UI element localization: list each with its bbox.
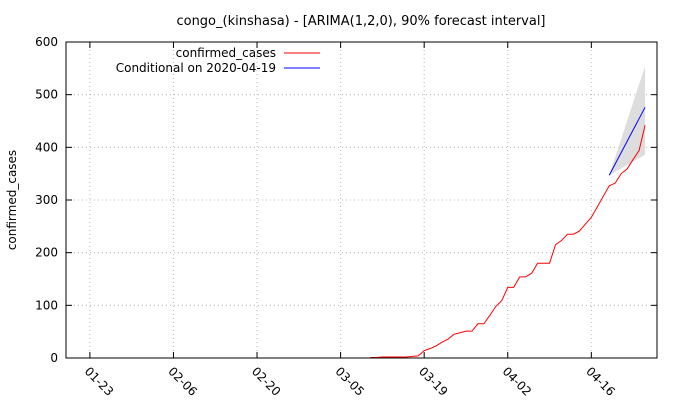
y-axis-label: confirmed_cases xyxy=(5,150,19,250)
confirmed-cases-line xyxy=(370,125,646,358)
axis-ticks: 0 100 200 300 400 500 600 01-23 02-06 02-20 03-05 0… xyxy=(35,35,657,399)
x-tick-label: 01-23 xyxy=(82,364,117,399)
legend-label: Conditional on 2020-04-19 xyxy=(116,61,276,75)
y-tick-label: 200 xyxy=(35,246,58,260)
y-tick-label: 100 xyxy=(35,298,58,312)
x-tick-label: 02-20 xyxy=(249,364,284,399)
y-tick-label: 500 xyxy=(35,88,58,102)
forecast-interval-layer xyxy=(609,66,646,176)
x-tick-label: 04-16 xyxy=(583,364,618,399)
y-tick-label: 0 xyxy=(50,351,58,365)
x-tick-label: 03-05 xyxy=(332,364,367,399)
conditional-forecast-line xyxy=(608,107,646,176)
series-layer xyxy=(370,107,646,358)
x-tick-label: 04-02 xyxy=(500,364,535,399)
x-tick-label: 02-06 xyxy=(165,364,200,399)
y-tick-label: 600 xyxy=(35,35,58,49)
chart-title: congo_(kinshasa) - [ARIMA(1,2,0), 90% fo… xyxy=(176,14,545,29)
forecast-interval-band xyxy=(609,66,646,176)
legend-label: confirmed_cases xyxy=(176,46,276,60)
y-tick-label: 400 xyxy=(35,140,58,154)
y-tick-label: 300 xyxy=(35,193,58,207)
grid xyxy=(66,42,657,358)
x-tick-label: 03-19 xyxy=(416,364,451,399)
